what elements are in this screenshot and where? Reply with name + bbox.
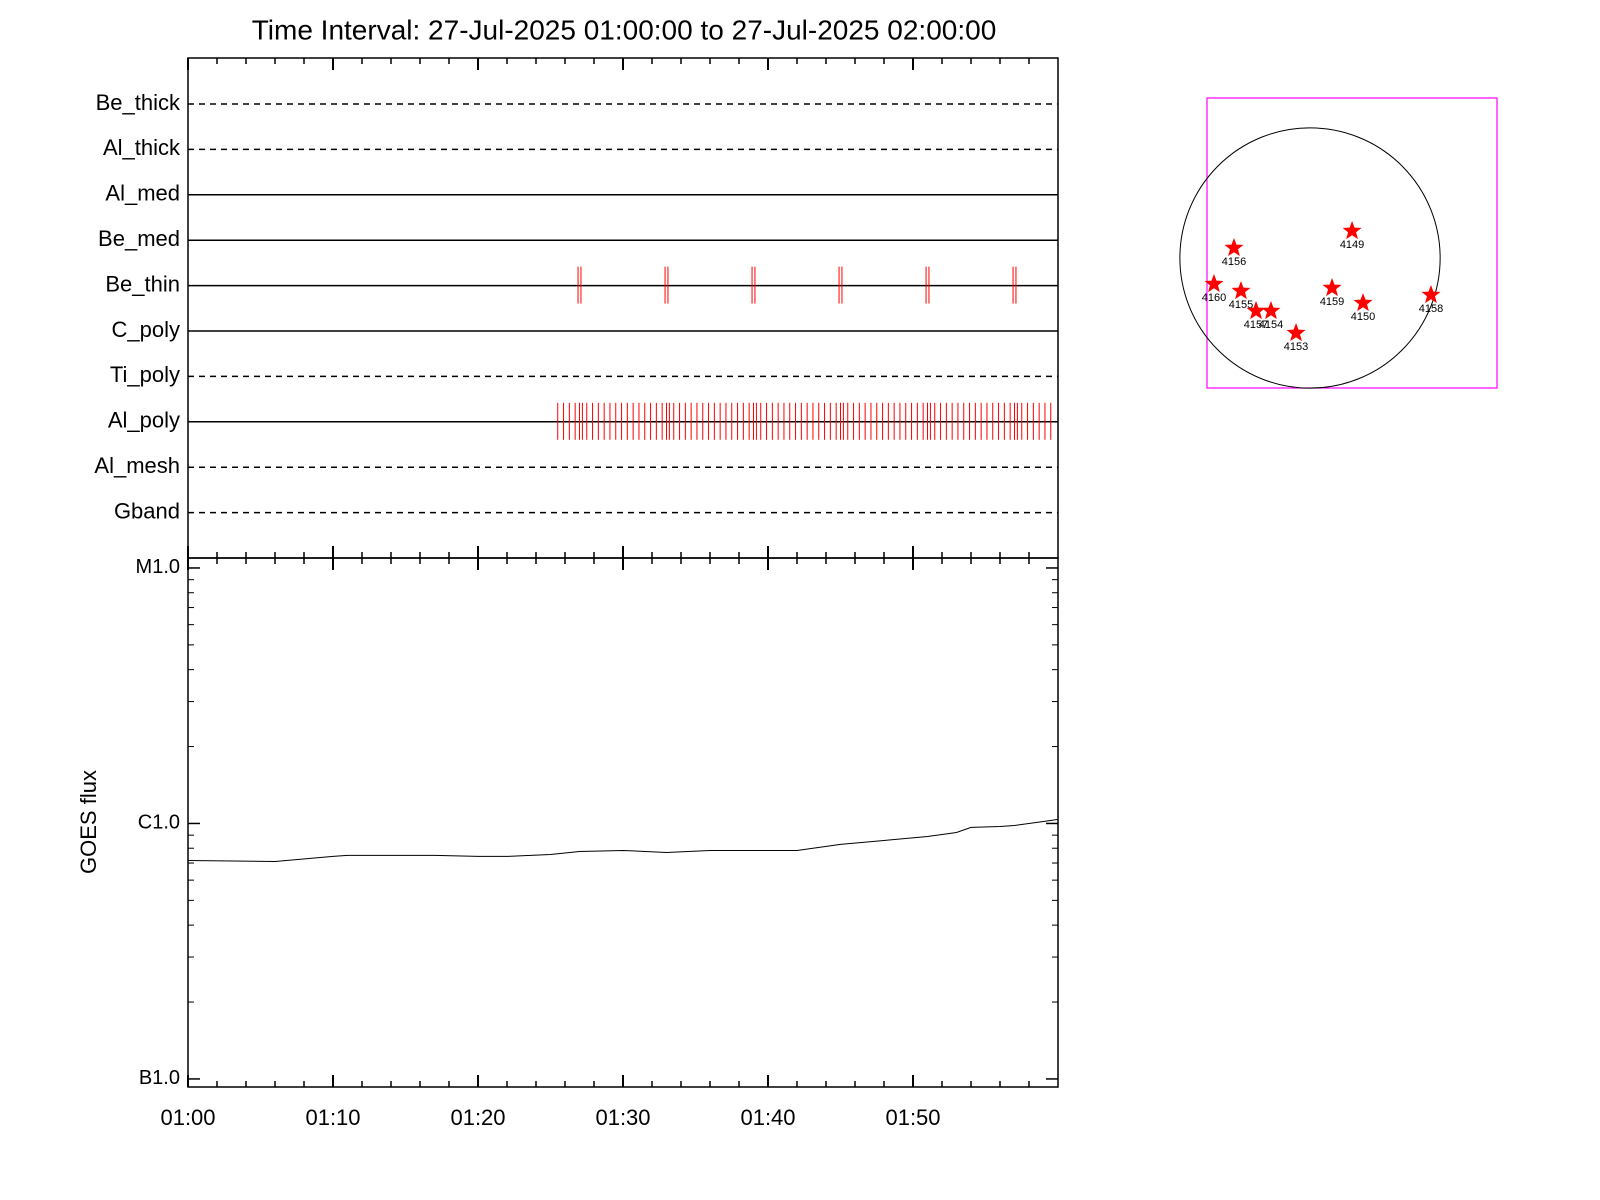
region-label: 4159 xyxy=(1320,296,1344,308)
active-region xyxy=(1204,274,1224,293)
y-tick-label: B1.0 xyxy=(139,1067,180,1089)
filter-label: Be_med xyxy=(98,226,180,251)
active-region xyxy=(1261,301,1281,320)
active-region xyxy=(1246,301,1266,320)
filter-label: Al_thick xyxy=(103,135,181,160)
chart-title: Time Interval: 27-Jul-2025 01:00:00 to 2… xyxy=(252,14,997,45)
active-region xyxy=(1342,221,1362,240)
x-tick-label: 01:30 xyxy=(595,1105,650,1130)
filter-label: Be_thin xyxy=(105,271,180,296)
x-tick-label: 01:10 xyxy=(305,1105,360,1130)
region-label: 4154 xyxy=(1259,319,1283,331)
active-region xyxy=(1224,238,1244,257)
filter-label: Al_poly xyxy=(108,408,180,433)
panel-frame xyxy=(187,57,1059,559)
active-region xyxy=(1286,323,1306,342)
y-axis-label: GOES flux xyxy=(76,770,101,874)
region-label: 4157 xyxy=(1244,319,1268,331)
flux-curve xyxy=(187,818,1059,862)
filter-label: Ti_poly xyxy=(110,362,180,387)
active-region xyxy=(1353,293,1373,312)
y-tick-label: C1.0 xyxy=(138,812,180,834)
x-tick-label: 01:40 xyxy=(740,1105,795,1130)
active-region xyxy=(1231,281,1251,300)
region-label: 4149 xyxy=(1340,239,1364,251)
filter-label: Be_thick xyxy=(96,90,181,115)
solar-disk xyxy=(1179,127,1441,389)
panel-frame xyxy=(187,557,1059,1088)
x-tick-label: 01:50 xyxy=(885,1105,940,1130)
region-label: 4160 xyxy=(1202,292,1226,304)
active-region xyxy=(1322,278,1342,297)
region-label: 4150 xyxy=(1351,311,1375,323)
region-label: 4153 xyxy=(1284,341,1308,353)
region-label: 4158 xyxy=(1419,303,1443,315)
filter-label: Al_med xyxy=(105,181,180,206)
filter-label: Gband xyxy=(114,498,180,523)
region-label: 4156 xyxy=(1222,256,1246,268)
x-tick-label: 01:00 xyxy=(160,1105,215,1130)
frame xyxy=(1206,97,1498,389)
x-tick-label: 01:20 xyxy=(450,1105,505,1130)
y-tick-label: M1.0 xyxy=(136,556,180,578)
filter-label: Al_mesh xyxy=(94,453,180,478)
filter-label: C_poly xyxy=(112,317,180,342)
active-region xyxy=(1421,284,1441,304)
